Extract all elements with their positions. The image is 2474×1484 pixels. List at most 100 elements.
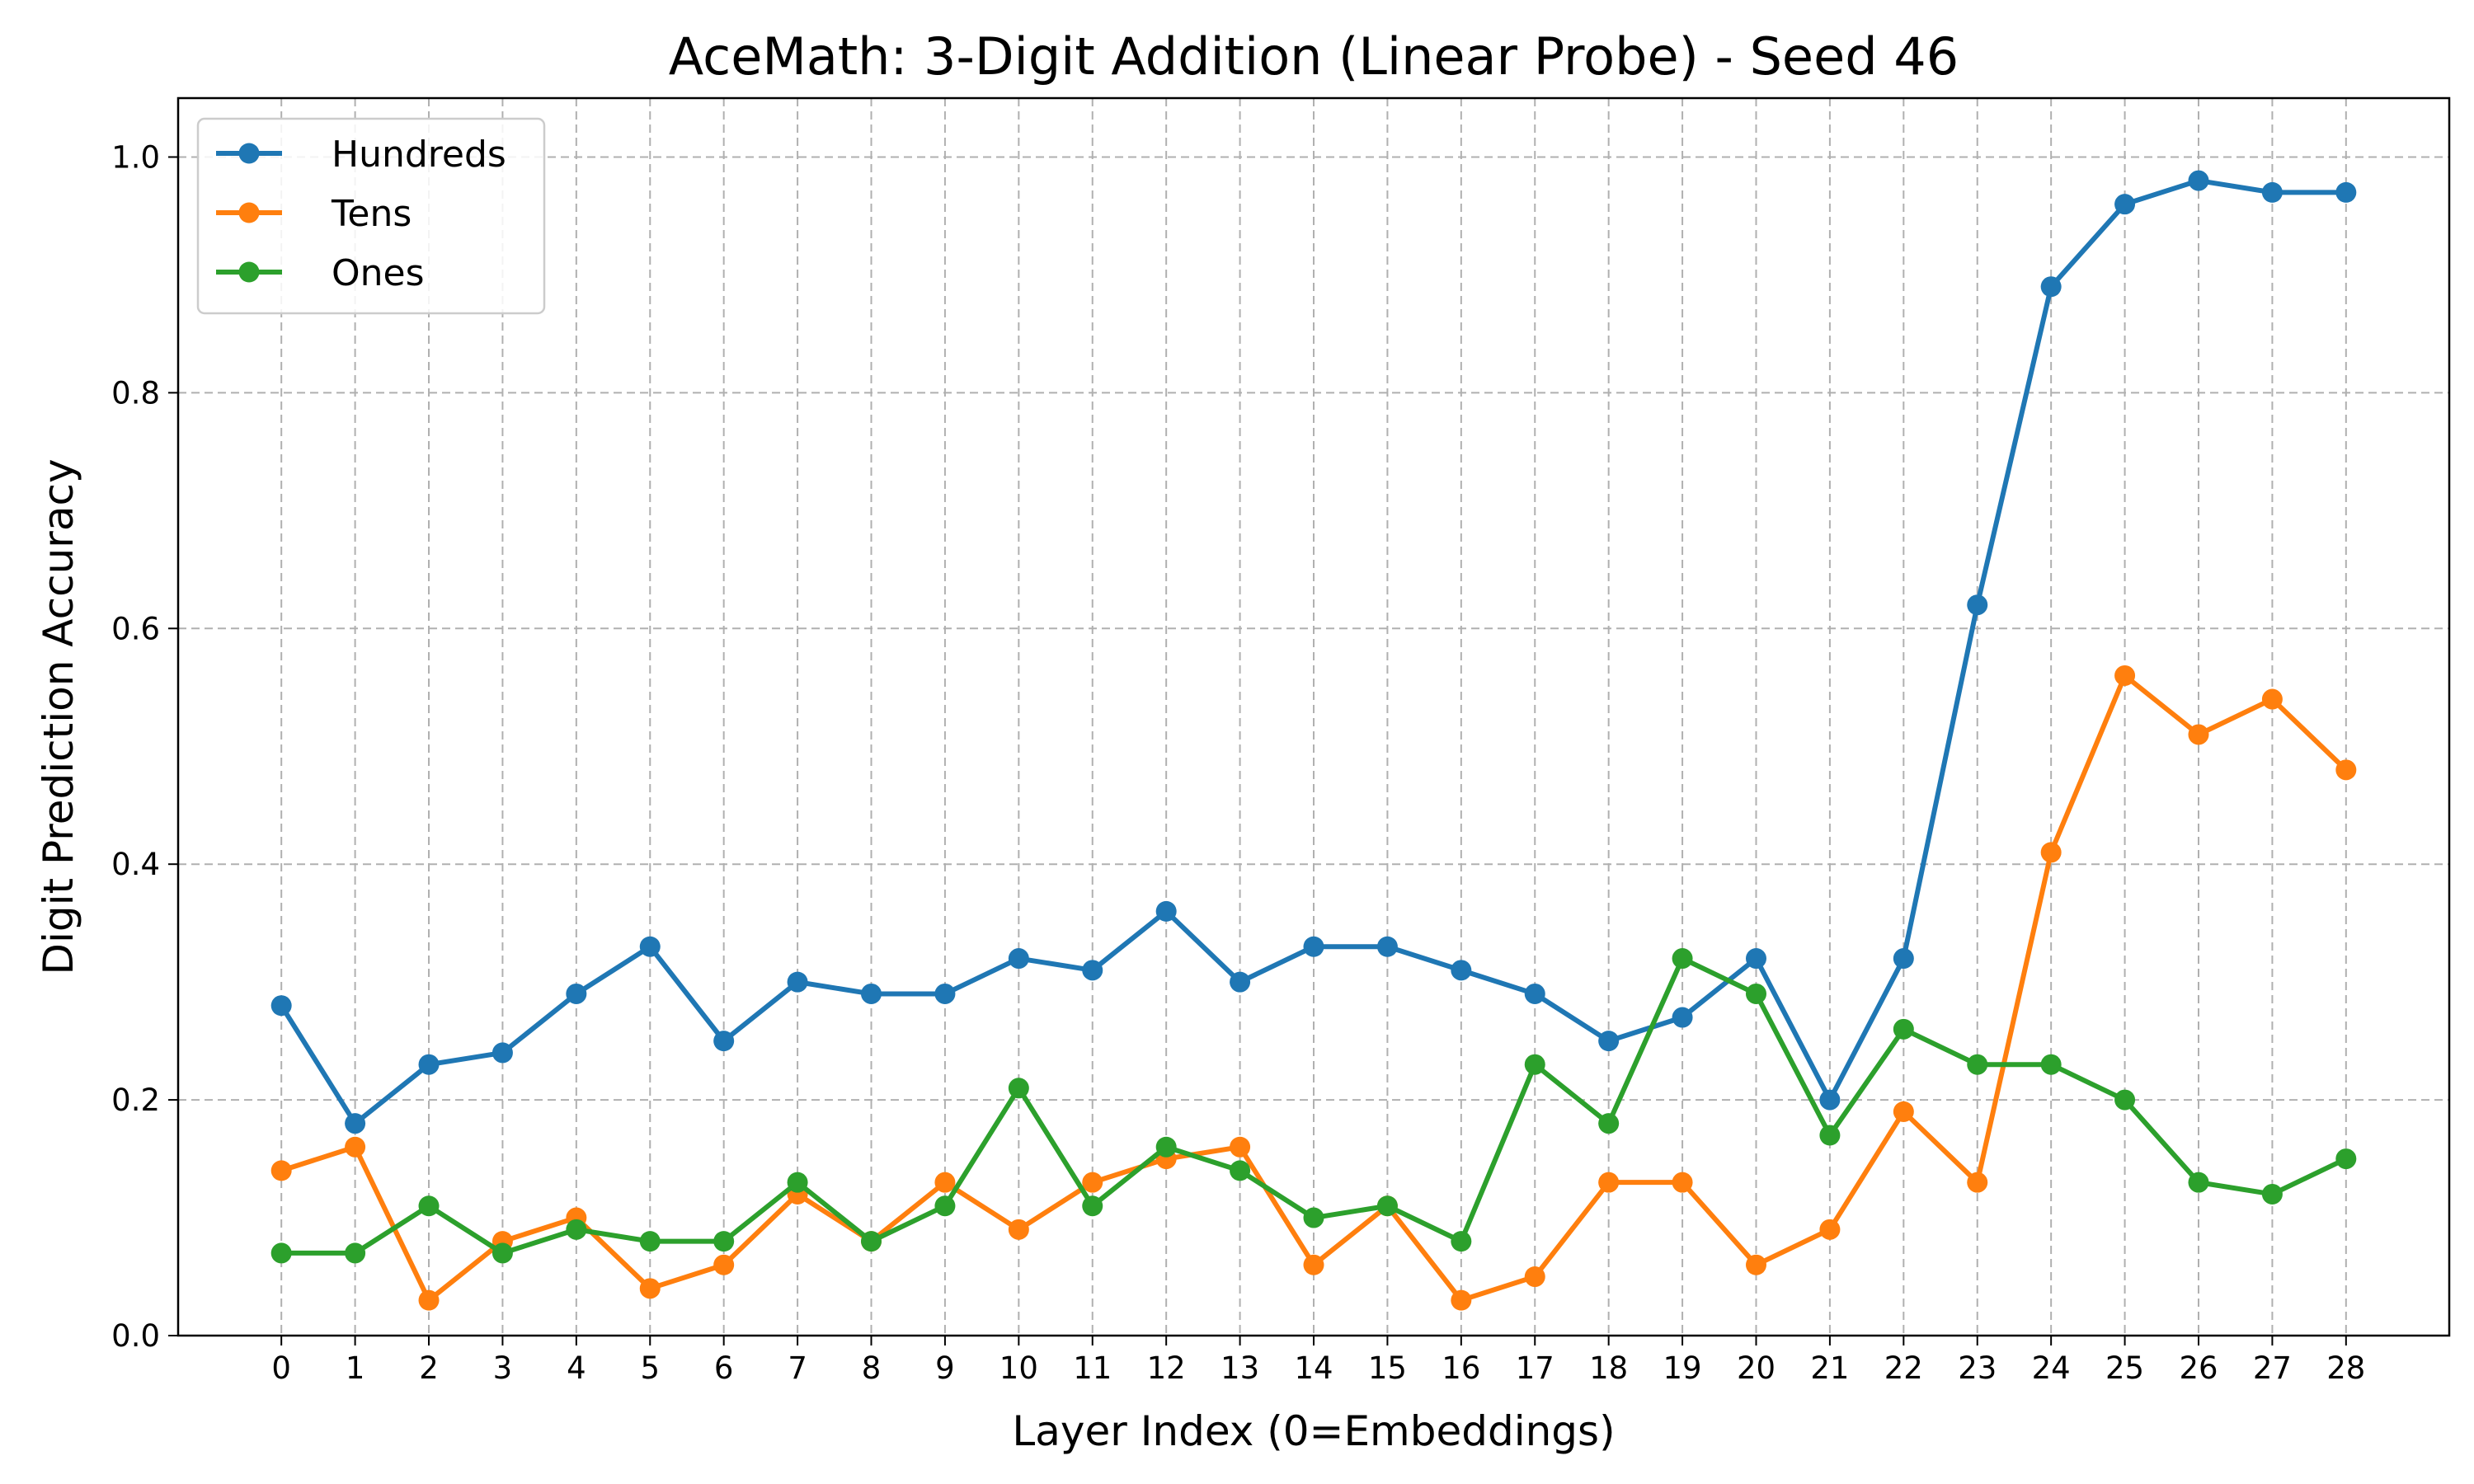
data-point [1155, 1136, 1177, 1158]
data-point [1598, 1113, 1620, 1134]
data-point [1303, 1207, 1324, 1228]
data-point [2261, 1183, 2283, 1205]
data-point [639, 1278, 661, 1299]
data-point [1745, 1254, 1766, 1275]
data-point [713, 1231, 735, 1252]
data-point [1376, 936, 1398, 957]
legend-label: Tens [331, 193, 412, 235]
data-point [345, 1136, 366, 1158]
x-tick-label: 19 [1663, 1350, 1702, 1386]
data-point [1524, 1054, 1545, 1075]
x-axis-label: Layer Index (0=Embeddings) [1012, 1407, 1615, 1455]
data-point [2040, 1054, 2062, 1075]
x-tick-label: 17 [1516, 1350, 1554, 1386]
x-tick-label: 23 [1958, 1350, 1997, 1386]
legend-marker [238, 261, 260, 283]
data-point [2335, 759, 2357, 781]
data-point [639, 936, 661, 957]
data-point [2040, 842, 2062, 863]
data-point [2261, 181, 2283, 203]
chart-title: AceMath: 3-Digit Addition (Linear Probe)… [669, 26, 1959, 87]
data-point [1155, 900, 1177, 922]
x-tick-label: 24 [2032, 1350, 2071, 1386]
y-tick-label: 0.6 [111, 611, 160, 646]
y-tick-label: 1.0 [111, 139, 160, 175]
series-hundreds [270, 170, 2357, 1134]
data-point [2261, 688, 2283, 710]
data-point [2040, 276, 2062, 298]
x-tick-label: 14 [1294, 1350, 1333, 1386]
data-point [345, 1113, 366, 1134]
data-point [934, 1172, 956, 1193]
x-tick-label: 7 [788, 1350, 807, 1386]
x-tick-label: 18 [1589, 1350, 1628, 1386]
data-point [787, 971, 808, 993]
data-point [1451, 1289, 1472, 1311]
x-tick-label: 5 [640, 1350, 660, 1386]
data-point [1745, 948, 1766, 970]
x-tick-label: 10 [999, 1350, 1038, 1386]
y-tick-label: 0.2 [111, 1082, 160, 1118]
data-point [2188, 170, 2209, 191]
data-point [1524, 1266, 1545, 1288]
x-tick-label: 9 [935, 1350, 955, 1386]
legend-label: Ones [332, 252, 425, 294]
series-ones [270, 948, 2357, 1264]
y-tick-label: 0.0 [111, 1318, 160, 1354]
data-point [2114, 1089, 2136, 1111]
data-point [492, 1242, 513, 1264]
data-point [1230, 1160, 1251, 1181]
data-point [418, 1195, 440, 1217]
x-tick-label: 2 [419, 1350, 439, 1386]
x-tick-label: 28 [2326, 1350, 2365, 1386]
legend-item-hundreds: Hundreds [216, 134, 506, 176]
data-point [787, 1172, 808, 1193]
data-point [1230, 971, 1251, 993]
x-tick-label: 12 [1147, 1350, 1186, 1386]
legend-box [196, 117, 546, 315]
data-point [1082, 1195, 1103, 1217]
x-tick-label: 22 [1884, 1350, 1923, 1386]
data-point [492, 1042, 513, 1064]
x-tick-label: 0 [271, 1350, 291, 1386]
data-point [1376, 1195, 1398, 1217]
y-axis-label: Digit Prediction Accuracy [35, 458, 82, 974]
data-point [1819, 1219, 1841, 1240]
data-point [2335, 1148, 2357, 1170]
x-tick-label: 11 [1073, 1350, 1112, 1386]
data-point [1303, 1254, 1324, 1275]
legend-item-ones: Ones [216, 252, 425, 294]
axis-ticks: 0 1 2 3 4 5 6 7 8 9 10 11 12 13 14 15 16 17 18 19 20 21 22 23 24… [111, 139, 2365, 1386]
x-tick-label: 21 [1810, 1350, 1849, 1386]
data-point [345, 1242, 366, 1264]
x-tick-label: 25 [2105, 1350, 2144, 1386]
data-point [1967, 1172, 1988, 1193]
data-point [1893, 1018, 1914, 1040]
data-point [1672, 1007, 1693, 1028]
data-point [1819, 1089, 1841, 1111]
data-point [861, 983, 882, 1004]
x-tick-label: 4 [567, 1350, 586, 1386]
data-point [1524, 983, 1545, 1004]
data-point [1598, 1172, 1620, 1193]
data-point [1230, 1136, 1251, 1158]
data-point [1082, 1172, 1103, 1193]
data-point [2188, 1172, 2209, 1193]
data-point [2114, 665, 2136, 686]
y-tick-label: 0.4 [111, 847, 160, 882]
y-tick-label: 0.8 [111, 375, 160, 411]
x-tick-label: 1 [346, 1350, 365, 1386]
data-point [418, 1289, 440, 1311]
data-point [1819, 1125, 1841, 1146]
x-tick-label: 26 [2179, 1350, 2218, 1386]
data-point [566, 983, 587, 1004]
data-point [270, 995, 292, 1017]
x-tick-label: 20 [1737, 1350, 1776, 1386]
data-point [1082, 960, 1103, 981]
x-tick-label: 16 [1442, 1350, 1480, 1386]
data-point [934, 983, 956, 1004]
legend: Hundreds Tens Ones [196, 117, 546, 315]
x-tick-label: 6 [714, 1350, 734, 1386]
data-point [1008, 1219, 1029, 1240]
